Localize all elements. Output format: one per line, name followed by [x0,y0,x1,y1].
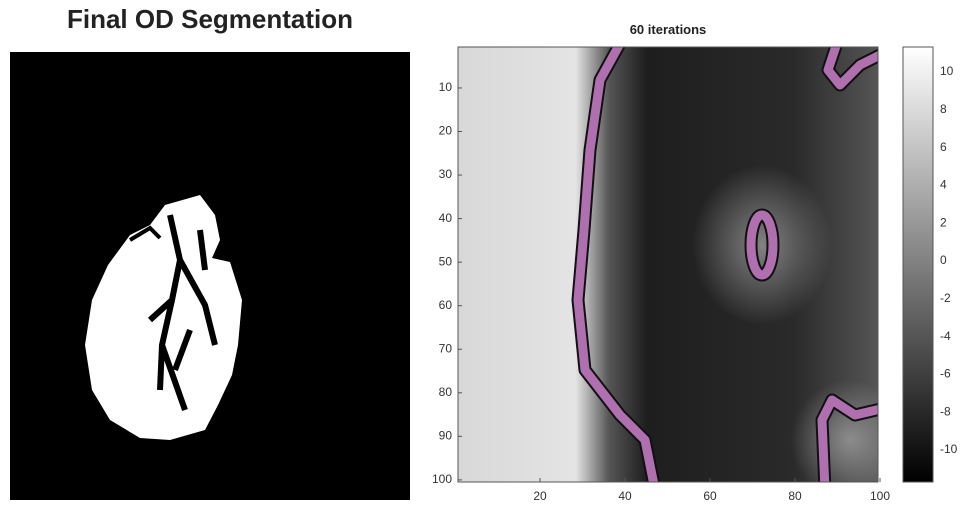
colorbar-tick-label: -8 [940,404,951,418]
colorbar-tick-label: 2 [940,215,947,229]
x-tick-label: 80 [788,489,802,503]
x-tick-label: 40 [618,489,632,503]
x-tick-label: 20 [533,489,547,503]
colorbar-tick-label: -6 [940,367,951,381]
y-tick-label: 40 [439,211,453,225]
y-tick-label: 90 [439,429,453,443]
y-tick-label: 70 [439,341,453,355]
y-tick-label: 20 [439,124,453,138]
x-tick-label: 60 [703,489,717,503]
colorbar [903,47,933,482]
y-tick-label: 30 [439,167,453,181]
y-tick-label: 80 [439,385,453,399]
colorbar-tick-label: -2 [940,291,951,305]
colorbar-tick-label: 8 [940,102,947,116]
y-tick-label: 100 [432,472,452,486]
x-tick-label: 100 [870,489,890,503]
y-tick-label: 10 [439,80,453,94]
y-tick-label: 60 [439,298,453,312]
colorbar-tick-label: 6 [940,140,947,154]
level-set-image [458,40,910,500]
figure: Final OD Segmentation 60 iterations 2040… [0,0,960,511]
colorbar-tick-label: -4 [940,329,951,343]
image-highlight [692,165,832,325]
colorbar-tick-label: 4 [940,178,947,192]
colorbar-tick-label: 0 [940,253,947,267]
colorbar-tick-label: 10 [940,64,954,78]
colorbar-tick-label: -10 [940,442,958,456]
panel-title: Final OD Segmentation [67,4,353,34]
panel-title: 60 iterations [630,22,707,37]
y-tick-label: 50 [439,254,453,268]
